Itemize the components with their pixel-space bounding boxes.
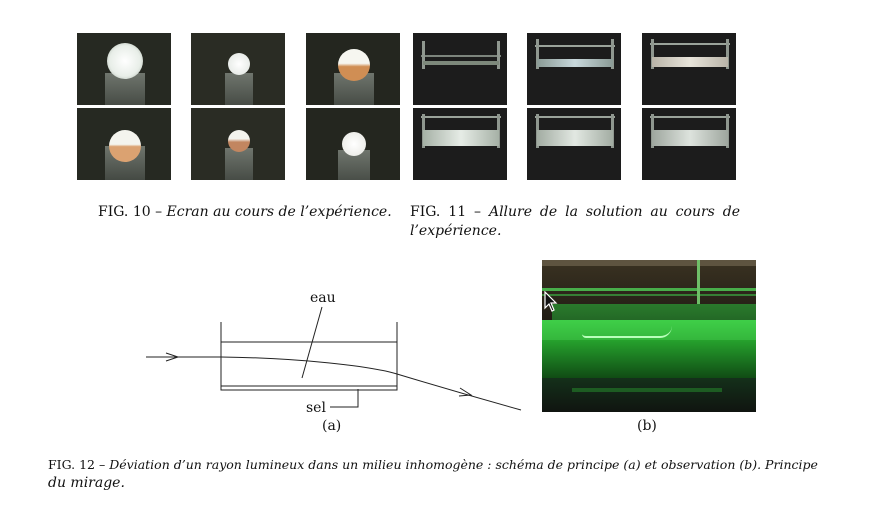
fig11-caption-prefix: FIG. 11 – xyxy=(410,204,482,220)
fig11-photo-6 xyxy=(642,108,736,180)
mouse-cursor-icon xyxy=(544,291,558,312)
fig12-caption: FIG. 12 – Déviation d’un rayon lumineux … xyxy=(48,455,848,493)
fig11-photo-1 xyxy=(413,33,507,105)
fig12-photo xyxy=(542,260,756,412)
label-sel: sel xyxy=(306,400,326,416)
fig10-photo-6 xyxy=(306,108,400,180)
fig12-caption-text-2: du mirage. xyxy=(48,475,125,491)
fig10-photo-2 xyxy=(191,33,285,105)
subfigure-label-b: (b) xyxy=(637,418,657,434)
light-ray xyxy=(146,356,522,411)
fig10-photo-1 xyxy=(77,33,171,105)
fig12-caption-text-1: Déviation d’un rayon lumineux dans un mi… xyxy=(109,457,818,472)
fig10-photo-5 xyxy=(191,108,285,180)
tank-outline xyxy=(220,322,398,391)
fig10-caption-text: Ecran au cours de l’expérience. xyxy=(166,204,392,220)
fig11-caption: FIG. 11 – Allure de la solution au cours… xyxy=(410,203,740,241)
water-leader xyxy=(301,306,323,379)
fig11-photo-4 xyxy=(413,108,507,180)
label-eau: eau xyxy=(310,290,336,306)
subfigure-label-a: (a) xyxy=(322,418,342,434)
fig10-photo-3 xyxy=(306,33,400,105)
fig11-photo-3 xyxy=(642,33,736,105)
fig12-caption-prefix: FIG. 12 – xyxy=(48,457,106,472)
salt-leader xyxy=(330,389,359,408)
ray-arrow-in xyxy=(165,352,180,362)
fig11-caption-text-2: l’expérience. xyxy=(410,223,502,239)
fig11-caption-text-1: Allure de la solution au cours de xyxy=(488,204,741,220)
fig11-caption-line1: FIG. 11 – Allure de la solution au cours… xyxy=(410,203,740,222)
fig11-photo-2 xyxy=(527,33,621,105)
fig10-caption: FIG. 10 – Ecran au cours de l’expérience… xyxy=(98,203,392,222)
ray-arrow-out xyxy=(458,387,473,397)
fig10-caption-prefix: FIG. 10 – xyxy=(98,204,163,220)
fig11-photo-5 xyxy=(527,108,621,180)
fig10-photo-4 xyxy=(77,108,171,180)
fig12-caption-line1: FIG. 12 – Déviation d’un rayon lumineux … xyxy=(48,455,848,474)
